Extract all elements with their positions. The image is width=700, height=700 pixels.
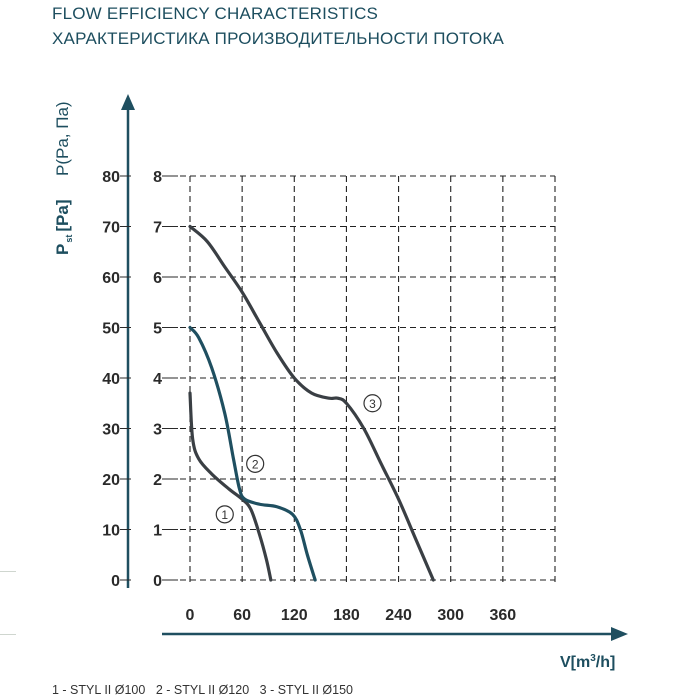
grid-lines	[180, 175, 556, 586]
y-axis-label-right: P(Pa, Па)	[53, 101, 72, 176]
series-marker-3	[363, 394, 382, 413]
y-tick-label-scaled: 2	[153, 472, 162, 489]
left-edge-decoration	[0, 571, 16, 572]
chart-title-ru: ХАРАКТЕРИСТИКА ПРОИЗВОДИТЕЛЬНОСТИ ПОТОКА	[52, 29, 505, 48]
x-tick-label: 300	[437, 607, 464, 624]
y-tick-label-pa: 30	[102, 422, 120, 439]
series-markers: 1 2 3	[215, 394, 382, 524]
y-tick-label-pa: 50	[102, 321, 120, 338]
series-curve-1	[188, 391, 273, 582]
y-axis-label-left: Pst[Pa]	[53, 200, 74, 255]
series-marker-2	[246, 454, 265, 473]
legend-item: 3 - STYL II Ø150	[259, 683, 353, 697]
axis-labels: Pst[Pa] P(Pa, Па) V[m3/h]	[53, 101, 615, 671]
left-edge-decoration	[0, 634, 16, 635]
y-tick-label-scaled: 8	[153, 169, 162, 186]
y-tick-label-pa: 80	[102, 169, 120, 186]
x-tick-label: 60	[233, 607, 251, 624]
x-axis-arrow	[611, 627, 628, 641]
legend-item: 2 - STYL II Ø120	[155, 683, 250, 697]
series-curves	[188, 224, 435, 582]
y-tick-label-pa: 40	[102, 371, 120, 388]
y-tick-label-pa: 70	[102, 220, 120, 237]
legend: 1 - STYL II Ø100 2 - STYL II Ø120 3 - ST…	[52, 683, 360, 697]
legend-item: 1 - STYL II Ø100	[52, 683, 146, 697]
y-tick-label-scaled: 0	[153, 573, 162, 590]
y-tick-label-pa: 20	[102, 472, 120, 489]
x-axis-label: V[m3/h]	[560, 653, 615, 671]
x-tick-label: 240	[385, 607, 412, 624]
series-curve-2	[188, 325, 317, 582]
y-tick-label-scaled: 4	[153, 371, 162, 388]
y-tick-label-scaled: 5	[153, 321, 162, 338]
chart-title-en: FLOW EFFICIENCY CHARACTERISTICS	[52, 4, 379, 23]
y-tick-label-scaled: 6	[153, 270, 162, 287]
x-tick-label: 360	[490, 607, 517, 624]
axes	[121, 94, 628, 641]
y-tick-label-pa: 60	[102, 270, 120, 287]
y-tick-label-scaled: 7	[153, 220, 162, 237]
y-tick-label-scaled: 1	[153, 523, 162, 540]
series-curve-3	[188, 224, 435, 582]
series-marker-label: 1	[221, 508, 228, 522]
y-tick-label-pa: 0	[111, 573, 120, 590]
y-tick-label-scaled: 3	[153, 422, 162, 439]
x-tick-label: 0	[186, 607, 195, 624]
x-tick-label: 120	[281, 607, 308, 624]
series-marker-1	[215, 505, 234, 524]
y-tick-label-pa: 10	[102, 523, 120, 540]
y-axis-arrow	[121, 94, 135, 110]
series-marker-label: 2	[252, 457, 259, 471]
series-marker-label: 3	[369, 397, 376, 411]
tick-labels: 0 010 120 230 340 450 560 670 780 80 60 120 180 240 30…	[102, 169, 516, 624]
x-tick-label: 180	[333, 607, 360, 624]
